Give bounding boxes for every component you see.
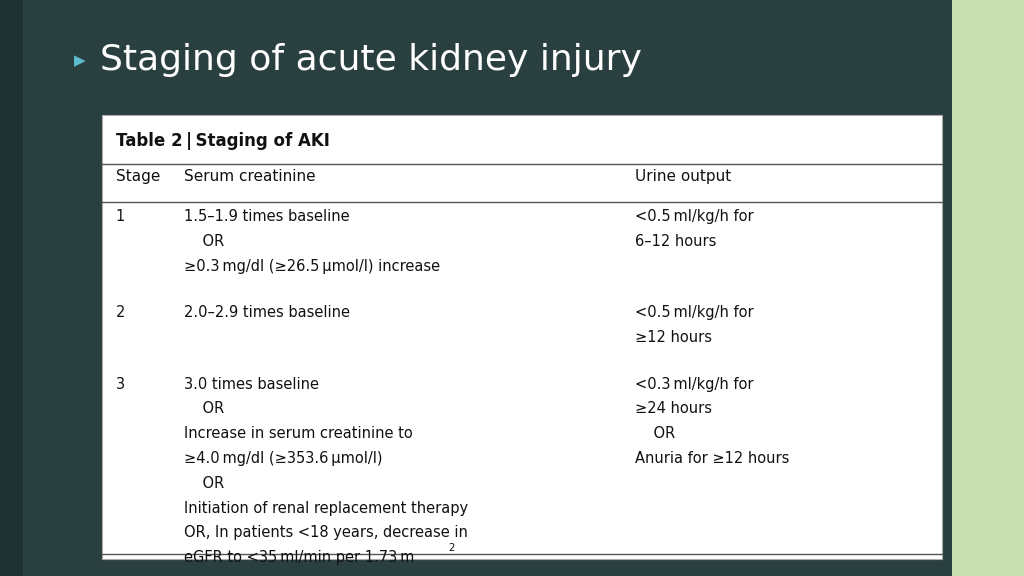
Text: OR: OR — [184, 401, 224, 416]
Text: 6–12 hours: 6–12 hours — [635, 234, 716, 249]
Text: Stage: Stage — [116, 169, 160, 184]
Text: ≥12 hours: ≥12 hours — [635, 330, 712, 345]
Text: <0.5 ml/kg/h for: <0.5 ml/kg/h for — [635, 305, 754, 320]
Text: <0.5 ml/kg/h for: <0.5 ml/kg/h for — [635, 209, 754, 224]
Text: Table 2 | Staging of AKI: Table 2 | Staging of AKI — [116, 132, 330, 150]
Text: Staging of acute kidney injury: Staging of acute kidney injury — [100, 43, 642, 78]
Text: ≥0.3 mg/dl (≥26.5 μmol/l) increase: ≥0.3 mg/dl (≥26.5 μmol/l) increase — [184, 259, 440, 274]
Text: ▶: ▶ — [74, 53, 85, 68]
Text: OR: OR — [184, 234, 224, 249]
Text: eGFR to <35 ml/min per 1.73 m: eGFR to <35 ml/min per 1.73 m — [184, 550, 415, 565]
Text: <0.3 ml/kg/h for: <0.3 ml/kg/h for — [635, 377, 754, 392]
Text: Increase in serum creatinine to: Increase in serum creatinine to — [184, 426, 413, 441]
Text: 3: 3 — [116, 377, 125, 392]
Text: Initiation of renal replacement therapy: Initiation of renal replacement therapy — [184, 501, 468, 516]
Text: OR: OR — [184, 476, 224, 491]
Text: ≥24 hours: ≥24 hours — [635, 401, 712, 416]
Text: 3.0 times baseline: 3.0 times baseline — [184, 377, 319, 392]
Text: 1.5–1.9 times baseline: 1.5–1.9 times baseline — [184, 209, 350, 224]
Text: 2.0–2.9 times baseline: 2.0–2.9 times baseline — [184, 305, 350, 320]
Text: 1: 1 — [116, 209, 125, 224]
Text: 2: 2 — [449, 543, 455, 552]
Text: Serum creatinine: Serum creatinine — [184, 169, 316, 184]
Text: 2: 2 — [116, 305, 125, 320]
Text: Anuria for ≥12 hours: Anuria for ≥12 hours — [635, 451, 790, 466]
Text: ≥4.0 mg/dl (≥353.6 μmol/l): ≥4.0 mg/dl (≥353.6 μmol/l) — [184, 451, 383, 466]
Text: OR: OR — [635, 426, 675, 441]
Text: OR, In patients <18 years, decrease in: OR, In patients <18 years, decrease in — [184, 525, 468, 540]
Text: Urine output: Urine output — [635, 169, 731, 184]
